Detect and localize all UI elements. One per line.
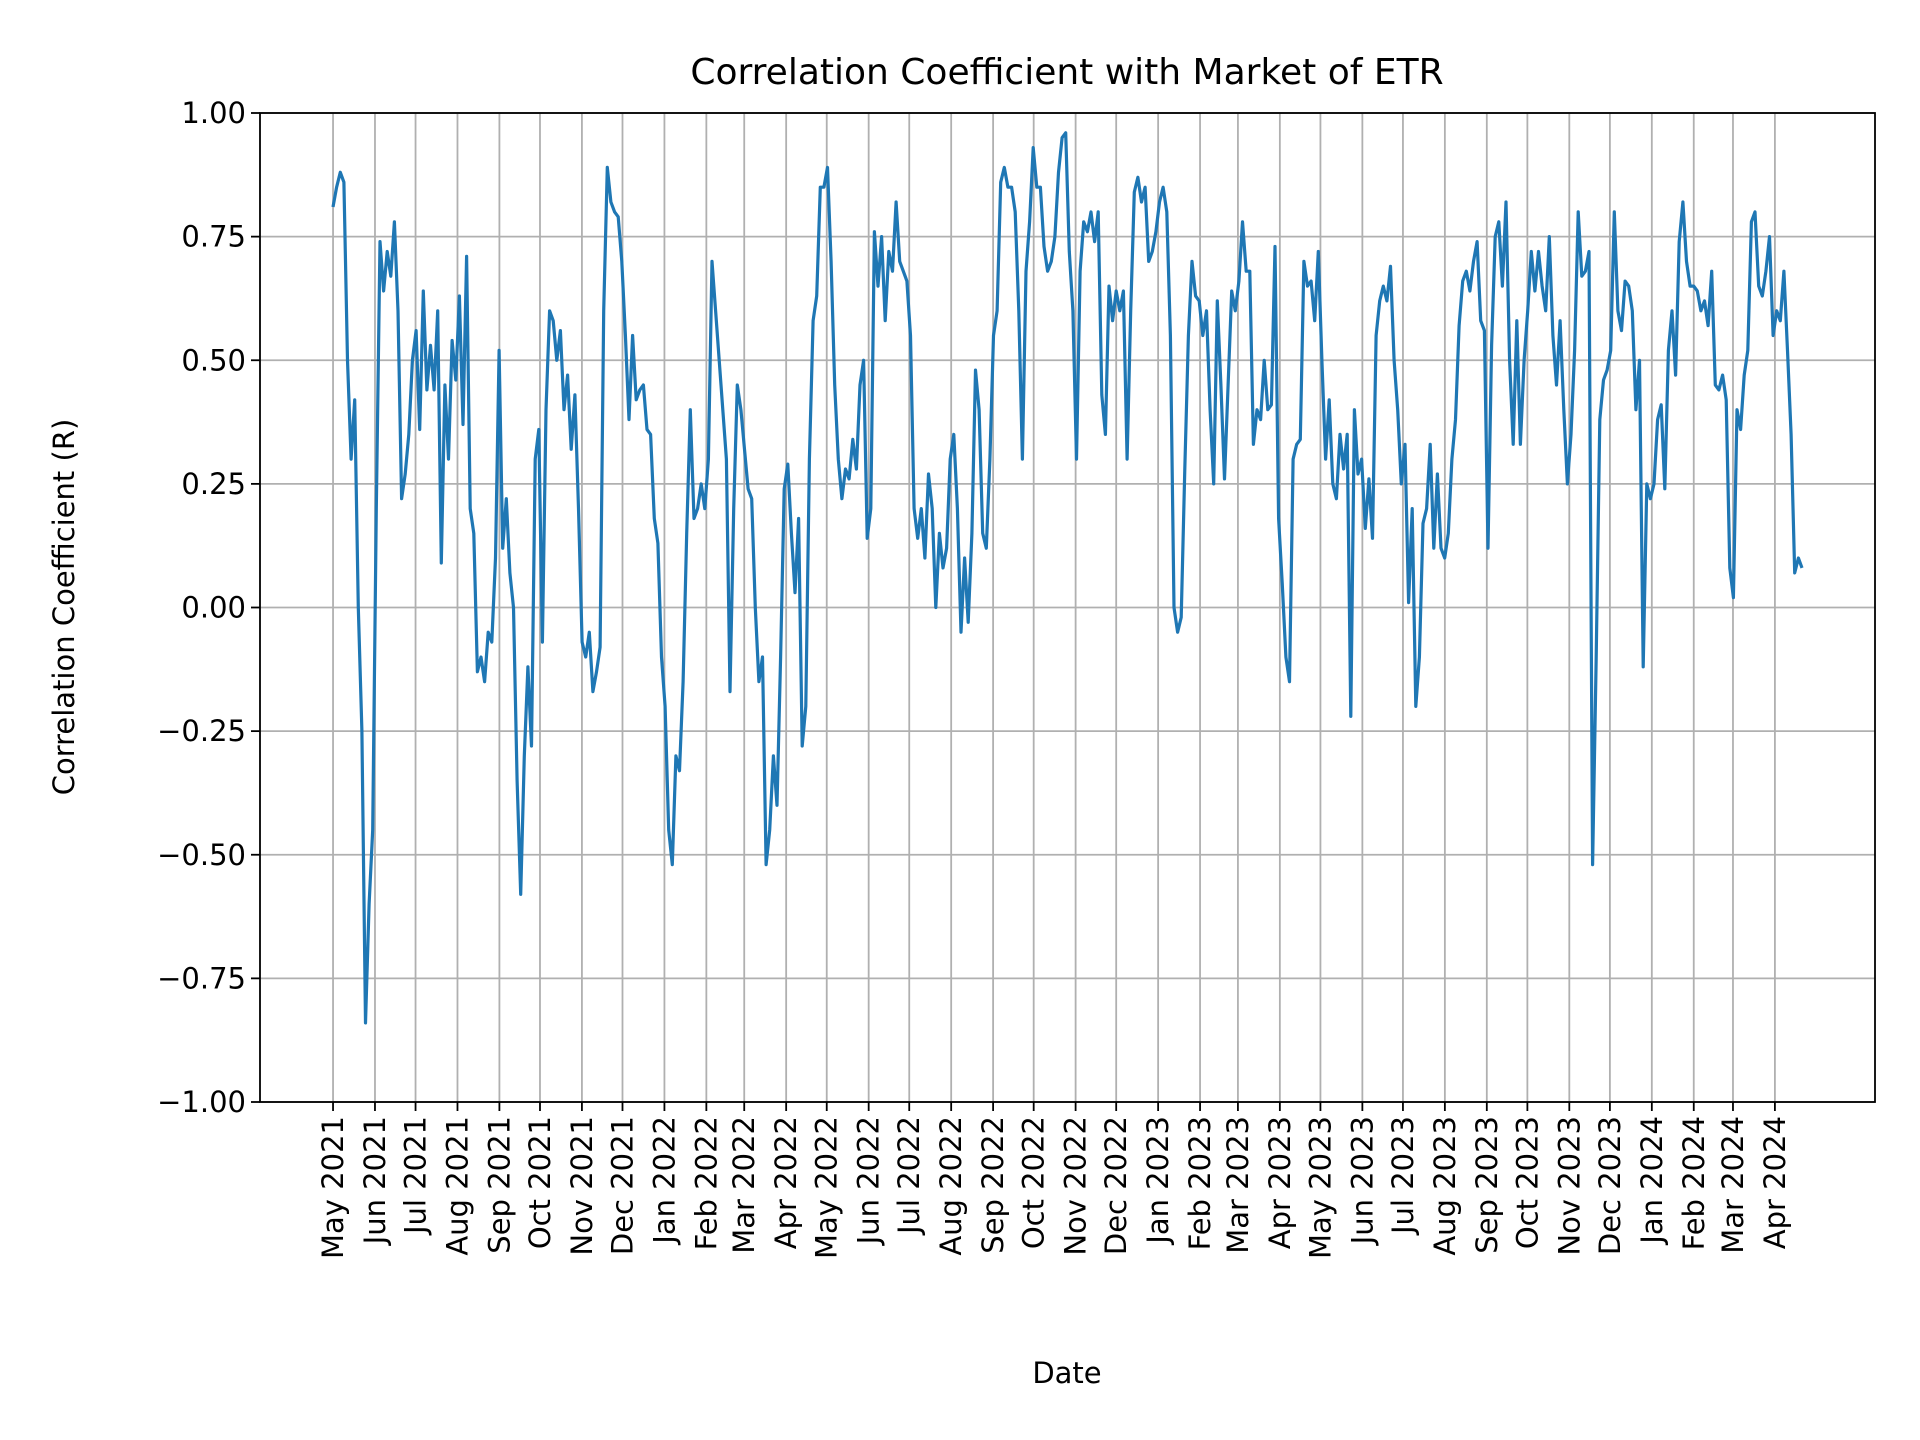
chart-title: Correlation Coefficient with Market of E… <box>690 52 1443 93</box>
y-tick-label: 0.00 <box>181 591 246 625</box>
y-tick-label: 0.25 <box>181 467 246 501</box>
x-tick-label: Jan 2022 <box>647 1116 681 1246</box>
x-tick-label: Aug 2021 <box>440 1116 474 1256</box>
x-axis-label: Date <box>1032 1356 1101 1390</box>
x-tick-label: Feb 2022 <box>689 1116 723 1250</box>
x-tick-label: Feb 2024 <box>1677 1116 1711 1250</box>
x-tick-label: Mar 2022 <box>727 1116 761 1254</box>
x-tick-label: Apr 2024 <box>1758 1116 1792 1249</box>
x-tick-label: Aug 2022 <box>934 1116 968 1256</box>
y-tick-label: −0.50 <box>157 838 246 872</box>
y-axis: 1.00 0.75 0.50 0.25 0.00 −0.25 −0.50 −0.75 −1.00 <box>157 96 260 1119</box>
x-tick-label: Jul 2021 <box>399 1116 433 1236</box>
y-tick-label: 0.50 <box>181 343 246 377</box>
x-tick-label: Dec 2022 <box>1099 1116 1133 1255</box>
x-tick-label: Jan 2024 <box>1635 1116 1669 1246</box>
x-tick-label: May 2021 <box>316 1116 350 1259</box>
correlation-series-line <box>331 131 1804 1025</box>
x-tick-label: Sep 2022 <box>976 1116 1010 1254</box>
y-tick-label: −1.00 <box>157 1085 246 1119</box>
y-tick-label: 1.00 <box>181 96 246 130</box>
x-tick-label: Feb 2023 <box>1183 1116 1217 1250</box>
x-tick-label: Jun 2021 <box>358 1116 392 1246</box>
x-tick-label: Dec 2021 <box>605 1116 639 1255</box>
x-tick-label: Nov 2021 <box>565 1116 599 1256</box>
x-tick-label: Apr 2023 <box>1263 1116 1297 1249</box>
x-tick-label: Jun 2022 <box>852 1116 886 1246</box>
x-tick-label: Oct 2023 <box>1510 1116 1544 1249</box>
x-tick-label: Mar 2023 <box>1221 1116 1255 1254</box>
x-tick-label: Dec 2023 <box>1593 1116 1627 1255</box>
x-tick-label: Jul 2022 <box>892 1116 926 1236</box>
x-tick-label: Jul 2023 <box>1386 1116 1420 1236</box>
x-tick-label: Jun 2023 <box>1345 1116 1379 1246</box>
x-tick-label: May 2023 <box>1303 1116 1337 1259</box>
y-axis-label: Correlation Coefficient (R) <box>47 419 81 796</box>
x-tick-label: Sep 2023 <box>1470 1116 1504 1254</box>
x-tick-label: Jan 2023 <box>1141 1116 1175 1246</box>
x-tick-label: Apr 2022 <box>769 1116 803 1249</box>
y-tick-label: −0.75 <box>157 961 246 995</box>
x-axis: May 2021 Jun 2021 Jul 2021 Aug 2021 Sep 2021… <box>316 1102 1792 1259</box>
x-tick-label: Oct 2021 <box>523 1116 557 1249</box>
x-tick-label: Mar 2024 <box>1716 1116 1750 1254</box>
x-tick-label: May 2022 <box>810 1116 844 1259</box>
y-tick-label: −0.25 <box>157 714 246 748</box>
x-tick-label: Nov 2022 <box>1059 1116 1093 1256</box>
x-tick-label: Sep 2021 <box>482 1116 516 1254</box>
y-tick-label: 0.75 <box>181 220 246 254</box>
x-tick-label: Nov 2023 <box>1552 1116 1586 1256</box>
x-tick-label: Oct 2022 <box>1017 1116 1051 1249</box>
series-layer <box>331 131 1804 1025</box>
x-tick-label: Aug 2023 <box>1428 1116 1462 1256</box>
